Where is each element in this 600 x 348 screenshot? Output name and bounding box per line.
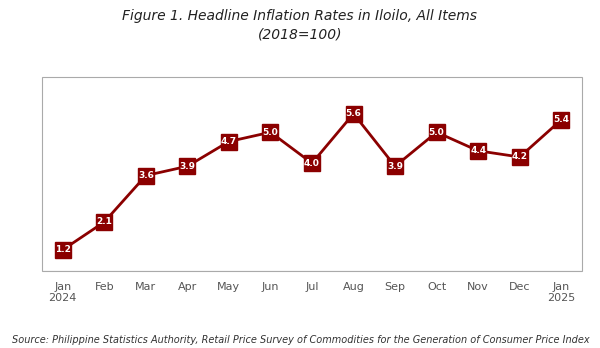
- Text: 5.0: 5.0: [429, 128, 445, 137]
- Text: 5.4: 5.4: [553, 116, 569, 124]
- Text: Figure 1. Headline Inflation Rates in Iloilo, All Items
(2018=100): Figure 1. Headline Inflation Rates in Il…: [122, 9, 478, 41]
- Text: 5.6: 5.6: [346, 109, 361, 118]
- Text: 4.4: 4.4: [470, 146, 486, 155]
- Text: 4.2: 4.2: [512, 152, 527, 161]
- Text: 4.7: 4.7: [221, 137, 237, 146]
- Text: 3.9: 3.9: [179, 162, 196, 171]
- Text: 4.0: 4.0: [304, 159, 320, 168]
- Text: Source: Philippine Statistics Authority, Retail Price Survey of Commodities for : Source: Philippine Statistics Authority,…: [12, 334, 590, 345]
- Text: 3.6: 3.6: [138, 171, 154, 180]
- Text: 3.9: 3.9: [387, 162, 403, 171]
- Text: 2.1: 2.1: [97, 218, 112, 227]
- Text: 5.0: 5.0: [263, 128, 278, 137]
- Text: 1.2: 1.2: [55, 245, 71, 254]
